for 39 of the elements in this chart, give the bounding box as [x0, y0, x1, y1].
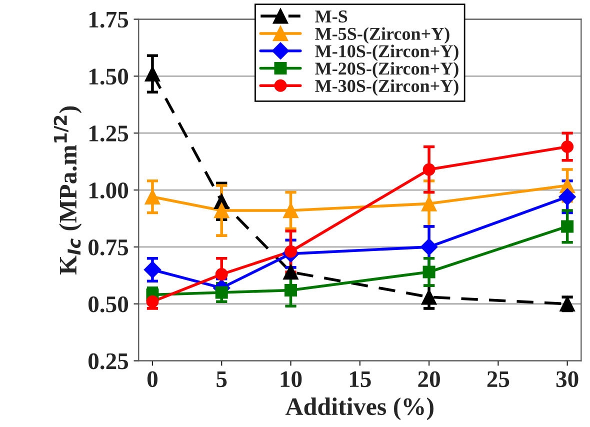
legend-label: M-S	[315, 10, 348, 23]
point	[422, 163, 436, 176]
point	[144, 189, 160, 204]
point	[561, 140, 574, 153]
point	[215, 268, 228, 281]
x-axis-title: Additives (%)	[285, 398, 434, 420]
point	[284, 284, 298, 296]
point	[421, 289, 437, 305]
y-tick-label: 1.00	[90, 182, 128, 199]
y-tick-label: 1.25	[90, 126, 128, 142]
legend-label: M-5S-(Zircon+Y)	[315, 27, 450, 44]
point	[420, 238, 438, 256]
x-tick-label: 30	[556, 371, 578, 388]
point	[215, 286, 228, 299]
point	[561, 220, 574, 233]
legend-label: M-20S-(Zircon+Y)	[315, 62, 458, 78]
point	[422, 266, 436, 278]
x-tick-label: 25	[487, 371, 510, 388]
y-tick-label: 0.25	[88, 353, 128, 370]
x-tick-label: 20	[418, 371, 440, 388]
y-tick-label: 0.50	[88, 296, 128, 312]
x-tick-label: 5	[216, 371, 227, 388]
legend-label: M-30S-(Zircon+Y)	[315, 79, 458, 96]
y-tick-label: 1.50	[90, 68, 128, 85]
point	[144, 66, 160, 82]
x-tick-label: 0	[147, 371, 158, 388]
y-axis-title: K$_{Ic}$ (MPa.m$^{1/2}$)	[54, 106, 82, 274]
point	[558, 188, 576, 206]
point	[283, 264, 298, 280]
y-tick-label: 1.75	[90, 12, 128, 28]
y-tick-label: 0.75	[88, 239, 128, 256]
legend-label: M-10S-(Zircon+Y)	[315, 44, 458, 62]
point	[214, 202, 230, 218]
point	[146, 295, 159, 308]
point	[144, 261, 162, 278]
x-tick-label: 10	[280, 371, 302, 388]
point	[283, 202, 298, 218]
x-tick-label: 15	[350, 371, 371, 388]
point	[421, 196, 437, 212]
